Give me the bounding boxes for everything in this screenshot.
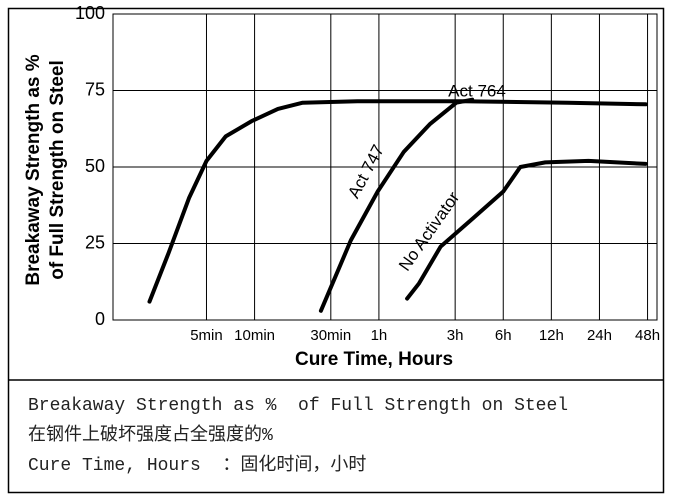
x-tick-label: 6h [495, 327, 512, 344]
series-annotation: Act 764 [448, 81, 506, 100]
x-tick-label: 12h [539, 327, 564, 344]
series-annotation: Act 747 [344, 142, 388, 202]
x-tick-label: 30min [310, 327, 351, 344]
x-tick-label: 5min [190, 327, 223, 344]
note: Cure Time, Hours ：固化时间，小时 [28, 454, 366, 476]
series-annotation: No Activator [395, 188, 463, 274]
plot: 0 25 50 75 100 5min 10min 30min 1h 3h 6h 12h 24h 48h [75, 3, 660, 344]
y-tick-label: 100 [75, 3, 105, 23]
note: Breakaway Strength as % of Full Strength… [28, 396, 568, 416]
y-tick-label: 0 [95, 309, 105, 329]
y-label: Breakaway Strength as % [23, 54, 44, 285]
outer-frame [7, 7, 665, 494]
x-tick-label: 10min [234, 327, 275, 344]
x-tick-label: 48h [635, 327, 660, 344]
series-line [318, 97, 475, 313]
x-label: Cure Time, Hours [295, 349, 453, 370]
y-label: of Full Strength on Steel [47, 60, 68, 280]
y-tick-label: 25 [85, 232, 105, 252]
x-tick-label: 3h [447, 327, 464, 344]
y-tick-label: 50 [85, 156, 105, 176]
y-tick-label: 75 [85, 79, 105, 99]
x-tick-label: 1h [371, 327, 388, 344]
x-tick-label: 24h [587, 327, 612, 344]
note: 在钢件上破坏强度占全强度的% [28, 424, 273, 446]
series-line [405, 158, 648, 301]
series-line [147, 99, 648, 304]
